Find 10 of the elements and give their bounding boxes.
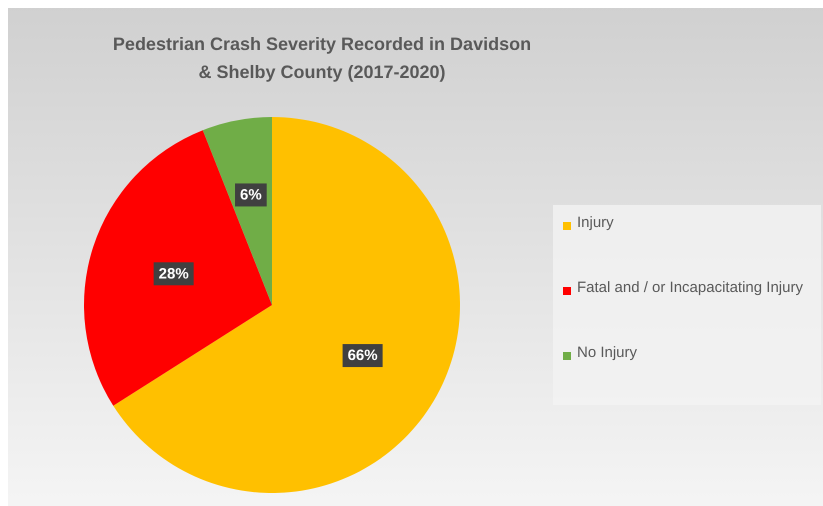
legend-label: Fatal and / or Incapacitating Injury	[577, 279, 804, 296]
data-label: 28%	[158, 265, 189, 282]
pie-slice	[84, 130, 272, 406]
data-label: 66%	[348, 347, 378, 364]
legend-label: No Injury	[577, 344, 638, 361]
legend-label: Injury	[577, 214, 614, 231]
chart-title: Pedestrian Crash Severity Recorded in Davidson & Shelby County (2017-2020)	[112, 34, 532, 82]
data-label: 6%	[240, 186, 262, 204]
pie-slice	[202, 117, 272, 305]
pie-slice	[113, 117, 460, 493]
